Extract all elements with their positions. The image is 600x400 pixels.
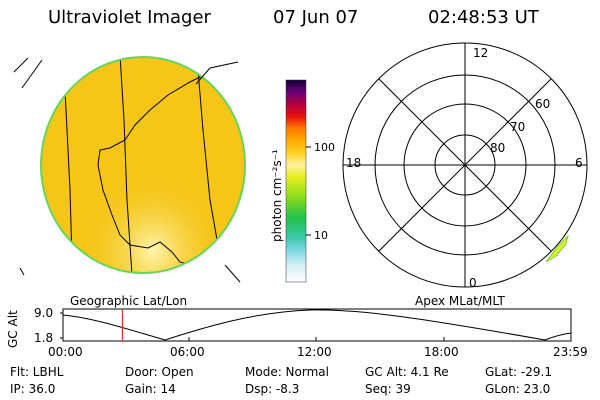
colorbar [285, 79, 307, 283]
polar-label-70: 70 [510, 120, 526, 134]
info-gain: Gain: 14 [125, 382, 176, 396]
colorbar-label: photon cm⁻²s⁻¹ [270, 149, 284, 242]
info-ip: IP: 36.0 [10, 382, 56, 396]
instrument-title: Ultraviolet Imager [48, 7, 211, 28]
apex-label: Apex MLat/MLT [415, 294, 505, 308]
time-label: 02:48:53 UT [428, 7, 539, 28]
polar-label-18: 18 [346, 156, 362, 170]
altitude-y-bottom: 1.8 [34, 331, 54, 345]
geographic-label: Geographic Lat/Lon [70, 294, 188, 308]
colorbar-tick-100: 100 [314, 141, 335, 154]
polar-label-0: 0 [469, 276, 477, 290]
altitude-plot [60, 308, 572, 342]
x-tick-1: 06:00 [170, 345, 205, 359]
info-mode: Mode: Normal [245, 365, 329, 379]
x-tick-3: 18:00 [424, 345, 459, 359]
info-door: Door: Open [125, 365, 194, 379]
info-dsp: Dsp: -8.3 [245, 382, 300, 396]
colorbar-tick-10: 10 [314, 229, 328, 242]
info-glat: GLat: -29.1 [485, 365, 552, 379]
info-seq: Seq: 39 [365, 382, 411, 396]
polar-label-60: 60 [535, 97, 551, 111]
polar-label-80: 80 [490, 141, 506, 155]
altitude-ylabel: GC Alt [6, 310, 20, 348]
polar-label-6: 6 [575, 156, 583, 170]
polar-plot [342, 42, 588, 288]
info-flt: Flt: LBHL [10, 365, 64, 379]
info-gcalt: GC Alt: 4.1 Re [365, 365, 449, 379]
x-tick-0: 00:00 [48, 345, 83, 359]
altitude-y-top: 9.0 [34, 306, 54, 320]
date-label: 07 Jun 07 [273, 7, 359, 28]
info-glon: GLon: 23.0 [485, 382, 551, 396]
auroral-emission-patch [545, 234, 569, 263]
earth-disk-image [13, 56, 246, 283]
x-tick-4: 23:59 [553, 345, 588, 359]
x-tick-2: 12:00 [297, 345, 332, 359]
polar-label-12: 12 [473, 46, 489, 60]
